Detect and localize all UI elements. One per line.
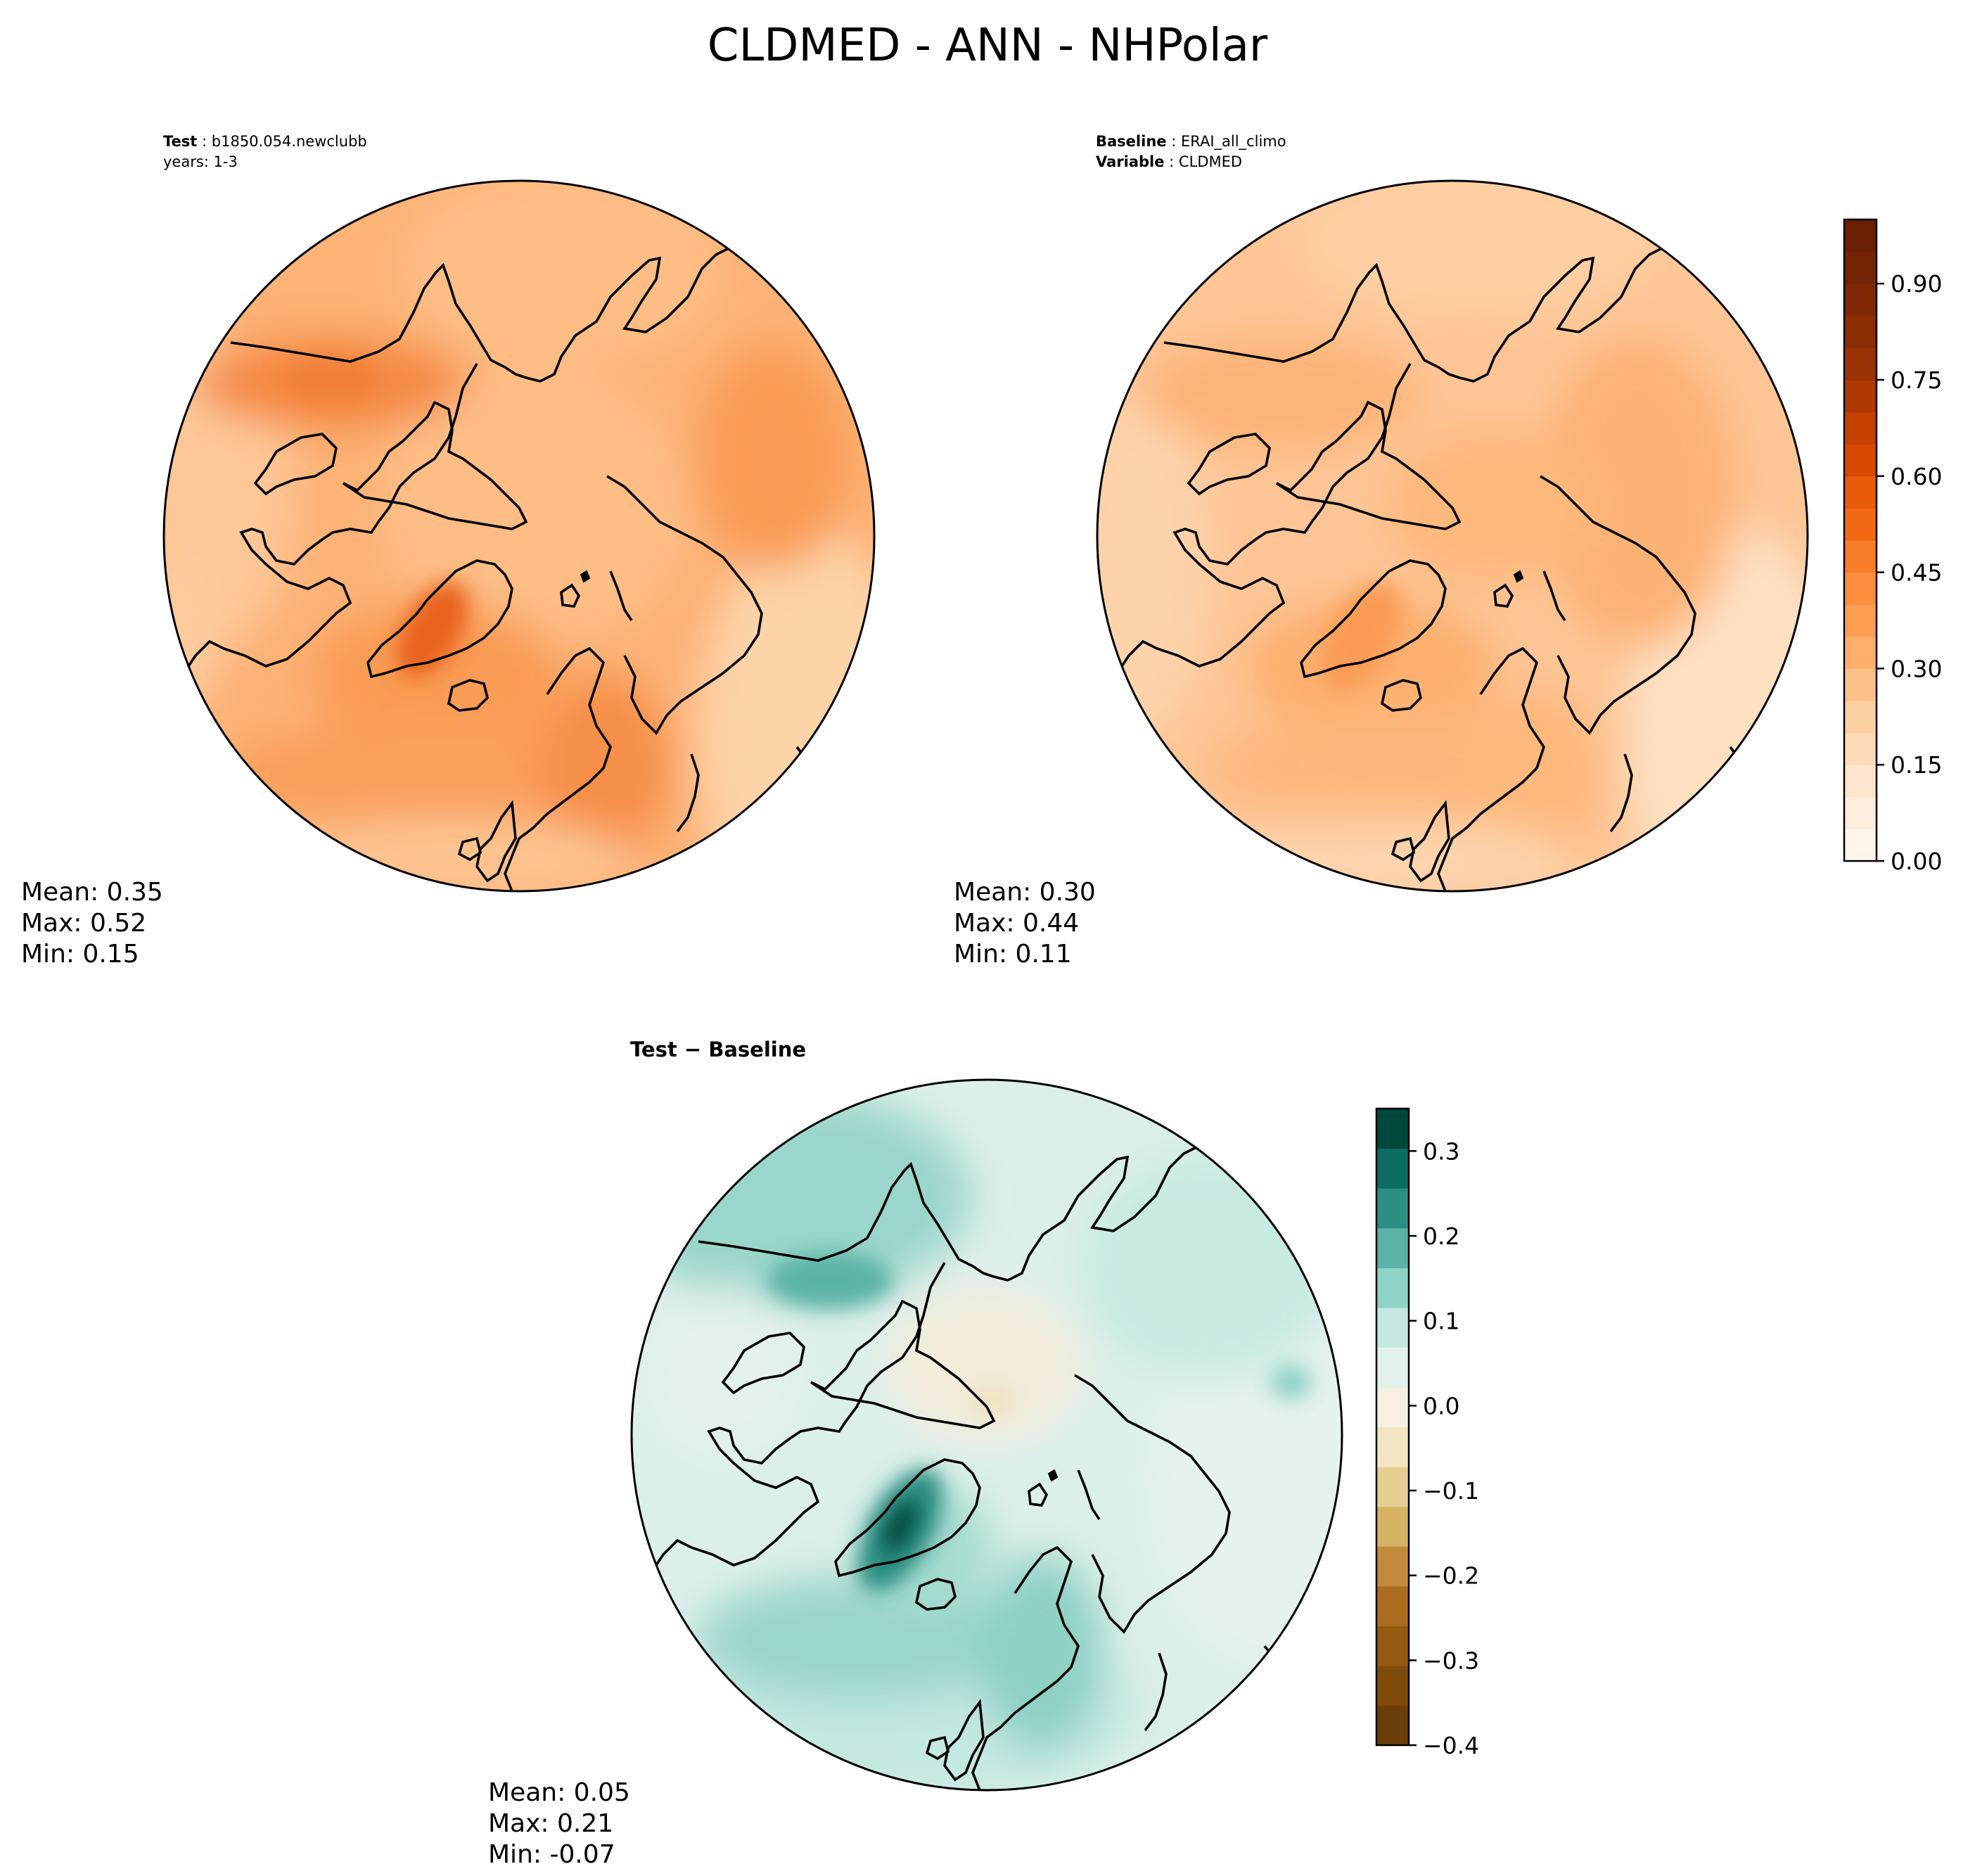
panel-baseline-boundary: [1096, 179, 1809, 893]
panel-baseline-max: Max: 0.44: [954, 909, 1079, 938]
panel-test-boundary: [162, 179, 876, 893]
colorbar-diff-segment: [1376, 1467, 1409, 1507]
panel-baseline: Baseline : ERAI_all_climo Variable : CLD…: [954, 133, 1809, 969]
panel-baseline-header-sep-1: :: [1167, 133, 1181, 150]
panel-baseline-header-value-2: CLDMED: [1179, 153, 1242, 170]
colorbar-main-segment: [1844, 476, 1877, 509]
panel-test-field: [164, 181, 874, 891]
colorbar-main-tick-label: 0.60: [1891, 463, 1942, 490]
panel-test-mean: Mean: 0.35: [21, 878, 163, 907]
panel-difference-mean: Mean: 0.05: [488, 1778, 630, 1807]
panel-test-map: [164, 181, 874, 891]
colorbar-main-segment: [1844, 283, 1877, 317]
panel-test-header-label: Test: [163, 133, 197, 150]
colorbar-diff-segment: [1376, 1427, 1409, 1467]
colorbar-main-tick-label: 0.30: [1891, 655, 1942, 682]
colorbar-diff-tick-label: −0.2: [1423, 1562, 1479, 1590]
panel-test-header-line-2: years: 1-3: [163, 153, 238, 170]
colorbar-diff: 0.3 0.2 0.1 0.0 −0.1 −0.2 −0.3 −0.4: [1375, 1107, 1479, 1759]
colorbar-diff-segment: [1376, 1227, 1409, 1268]
colorbar-main-tick-label: 0.45: [1891, 559, 1942, 587]
panel-test-min: Min: 0.15: [21, 940, 139, 969]
colorbar-main-tick-label: 0.00: [1891, 848, 1942, 875]
panel-baseline-header-label-1: Baseline: [1096, 133, 1167, 150]
colorbar-main-segment: [1844, 796, 1877, 829]
colorbar-diff-tick-label: 0.2: [1423, 1223, 1459, 1250]
panel-test-header-value: b1850.054.newclubb: [212, 133, 367, 150]
panel-baseline-header-line-2: Variable : CLDMED: [1096, 153, 1242, 170]
colorbar-main-segment: [1844, 315, 1877, 348]
colorbar-diff-segment: [1376, 1307, 1409, 1348]
panel-baseline-header-sep-2: :: [1164, 153, 1178, 170]
colorbar-diff-segment: [1376, 1585, 1409, 1626]
colorbar-diff-tick-label: 0.3: [1423, 1137, 1459, 1165]
colorbar-diff-tick-label: −0.4: [1423, 1732, 1479, 1759]
colorbar-diff-segment: [1376, 1148, 1409, 1189]
colorbar-main-segment: [1844, 668, 1877, 701]
colorbar-diff-segment: [1376, 1268, 1409, 1308]
colorbar-main-segment: [1844, 508, 1877, 541]
colorbar-main-segment: [1844, 540, 1877, 573]
colorbar-main-segment: [1844, 765, 1877, 798]
colorbar-main-segment: [1844, 701, 1877, 734]
colorbar-main-tick-label: 0.90: [1891, 270, 1942, 298]
colorbar-main-tick-label: 0.75: [1891, 366, 1942, 394]
colorbar-main-frame: [1843, 218, 1878, 862]
panel-test: Test : b1850.054.newclubb years: 1-3: [21, 133, 876, 969]
colorbar-diff-tick-label: 0.0: [1423, 1392, 1459, 1419]
panel-test-header-sep: :: [197, 133, 211, 150]
colorbar-diff-segment: [1376, 1665, 1409, 1706]
colorbar-main-segment: [1844, 732, 1877, 765]
colorbar-main-segment: [1844, 636, 1877, 669]
colorbar-diff-segment: [1376, 1626, 1409, 1666]
colorbar-main-segment: [1844, 380, 1877, 413]
panel-baseline-header-line-1: Baseline : ERAI_all_climo: [1096, 133, 1286, 151]
panel-difference-title: Test − Baseline: [630, 1038, 806, 1061]
panel-baseline-mean: Mean: 0.30: [954, 878, 1096, 907]
panel-difference-boundary: [630, 1078, 1343, 1792]
panel-test-max: Max: 0.52: [21, 909, 146, 938]
colorbar-main-tick-label: 0.15: [1891, 751, 1942, 779]
colorbar-diff-segment: [1376, 1386, 1409, 1428]
panel-difference: Test − Baseline: [488, 1038, 1343, 1869]
panel-difference-min: Min: -0.07: [488, 1840, 615, 1869]
colorbar-main-segment: [1844, 347, 1877, 381]
colorbar-diff-segment: [1376, 1347, 1409, 1388]
panel-baseline-header-label-2: Variable: [1096, 153, 1164, 170]
colorbar-diff-tick-label: −0.1: [1423, 1477, 1479, 1505]
figure-title: CLDMED - ANN - NHPolar: [708, 20, 1268, 72]
colorbar-main-segment: [1844, 572, 1877, 605]
colorbar-diff-segment: [1376, 1109, 1409, 1149]
colorbar-main-segment: [1844, 251, 1877, 284]
panel-difference-max: Max: 0.21: [488, 1809, 613, 1838]
colorbar-diff-tick-label: 0.1: [1423, 1308, 1459, 1335]
colorbar-diff-frame: [1375, 1107, 1410, 1747]
colorbar-main-segment: [1844, 444, 1877, 477]
colorbar-main-segment: [1844, 829, 1877, 862]
panel-baseline-map: [1097, 181, 1808, 891]
panel-difference-map: [632, 1080, 1342, 1790]
colorbar-diff-segment: [1376, 1546, 1409, 1587]
colorbar-main-segment: [1844, 411, 1877, 445]
colorbar-main-segment: [1844, 219, 1877, 253]
colorbar-diff-tick-label: −0.3: [1423, 1647, 1479, 1674]
colorbar-diff-segment: [1376, 1188, 1409, 1229]
panel-test-header-line-1: Test : b1850.054.newclubb: [163, 133, 367, 150]
colorbar-diff-segment: [1376, 1705, 1409, 1746]
panel-baseline-field: [1097, 181, 1808, 891]
colorbar-main-segment: [1844, 604, 1877, 637]
panel-baseline-min: Min: 0.11: [954, 940, 1072, 969]
colorbar-diff-segment: [1376, 1506, 1409, 1547]
colorbar-main: 0.00 0.15 0.30 0.45 0.60 0.75 0.90: [1843, 218, 1942, 875]
panel-baseline-header-value-1: ERAI_all_climo: [1181, 133, 1286, 151]
